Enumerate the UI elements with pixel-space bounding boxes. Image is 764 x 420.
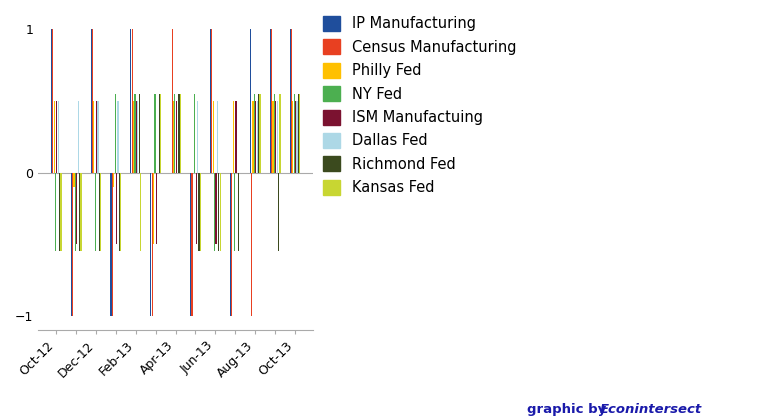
- Bar: [196, 173, 197, 244]
- Bar: [197, 101, 198, 173]
- Bar: [80, 173, 82, 251]
- Bar: [299, 94, 300, 173]
- Bar: [260, 94, 261, 173]
- Bar: [275, 101, 277, 173]
- Bar: [55, 173, 56, 251]
- Bar: [100, 173, 102, 251]
- Bar: [134, 94, 136, 173]
- Bar: [215, 173, 217, 244]
- Bar: [75, 173, 76, 251]
- Bar: [230, 173, 231, 316]
- Bar: [70, 173, 72, 316]
- Bar: [53, 101, 55, 173]
- Bar: [217, 101, 218, 173]
- Bar: [139, 94, 140, 173]
- Bar: [79, 173, 80, 251]
- Bar: [258, 94, 259, 173]
- Bar: [220, 173, 221, 251]
- Bar: [212, 101, 214, 173]
- Bar: [156, 173, 157, 244]
- Bar: [116, 173, 117, 244]
- Bar: [173, 101, 174, 173]
- Bar: [154, 94, 156, 173]
- Bar: [232, 101, 234, 173]
- Bar: [277, 101, 278, 173]
- Bar: [180, 94, 181, 173]
- Bar: [271, 29, 272, 173]
- Bar: [60, 173, 62, 251]
- Bar: [231, 173, 232, 316]
- Bar: [151, 173, 153, 316]
- Bar: [214, 173, 215, 251]
- Bar: [78, 101, 79, 173]
- Bar: [174, 94, 176, 173]
- Bar: [255, 101, 257, 173]
- Bar: [140, 173, 141, 251]
- Bar: [293, 94, 295, 173]
- Bar: [133, 101, 134, 173]
- Bar: [96, 101, 97, 173]
- Bar: [73, 173, 75, 187]
- Bar: [254, 94, 255, 173]
- Bar: [50, 29, 52, 173]
- Bar: [159, 94, 160, 173]
- Bar: [238, 173, 239, 251]
- Bar: [120, 173, 121, 251]
- Bar: [235, 101, 237, 173]
- Bar: [160, 94, 161, 173]
- Bar: [58, 101, 59, 173]
- Bar: [257, 101, 258, 173]
- Bar: [136, 101, 137, 173]
- Bar: [98, 101, 99, 173]
- Bar: [278, 173, 279, 251]
- Bar: [273, 101, 274, 173]
- Bar: [295, 101, 296, 173]
- Bar: [113, 173, 115, 187]
- Bar: [192, 173, 193, 316]
- Bar: [251, 173, 252, 316]
- Text: Econintersect: Econintersect: [600, 403, 702, 416]
- Bar: [92, 29, 93, 173]
- Bar: [199, 173, 201, 251]
- Text: graphic by: graphic by: [527, 403, 611, 416]
- Bar: [194, 94, 196, 173]
- Bar: [99, 173, 100, 251]
- Bar: [234, 173, 235, 251]
- Bar: [252, 101, 254, 173]
- Bar: [115, 94, 116, 173]
- Bar: [190, 173, 191, 316]
- Bar: [179, 94, 180, 173]
- Bar: [111, 173, 112, 316]
- Legend: IP Manufacturing, Census Manufacturing, Philly Fed, NY Fed, ISM Manufactuing, Da: IP Manufacturing, Census Manufacturing, …: [323, 16, 516, 195]
- Bar: [52, 29, 53, 173]
- Bar: [274, 94, 275, 173]
- Bar: [118, 173, 120, 251]
- Bar: [112, 173, 113, 316]
- Bar: [210, 29, 211, 173]
- Bar: [176, 101, 177, 173]
- Bar: [298, 94, 299, 173]
- Bar: [131, 29, 133, 173]
- Bar: [153, 173, 154, 244]
- Bar: [291, 29, 292, 173]
- Bar: [171, 29, 173, 173]
- Bar: [90, 29, 92, 173]
- Bar: [95, 173, 96, 251]
- Bar: [72, 173, 73, 316]
- Bar: [296, 101, 298, 173]
- Bar: [250, 29, 251, 173]
- Bar: [93, 101, 95, 173]
- Bar: [59, 173, 60, 251]
- Bar: [76, 173, 77, 244]
